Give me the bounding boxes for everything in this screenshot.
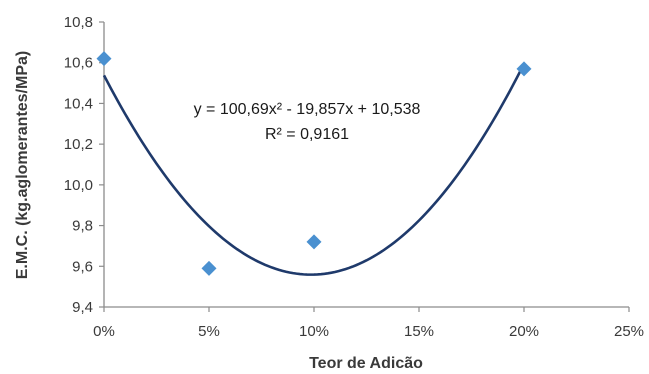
data-points [96, 51, 532, 276]
data-point [96, 51, 112, 67]
x-axis-title: Teor de Adicão [309, 355, 423, 372]
x-tick-label: 15% [404, 323, 434, 340]
y-tick-label: 9,4 [72, 299, 93, 316]
y-tick-label: 10,4 [64, 95, 93, 112]
x-axis-ticks: 0% 5% 10% 15% 20% 25% [93, 307, 644, 340]
y-tick-label: 10,2 [64, 136, 93, 153]
y-tick-label: 9,6 [72, 258, 93, 275]
y-axis-title: E.M.C. (kg.aglomerantes/MPa) [14, 51, 31, 280]
x-tick-label: 5% [198, 323, 220, 340]
y-axis-ticks: 9,4 9,6 9,8 10,0 10,2 10,4 10,6 10,8 [64, 14, 104, 316]
trendline [102, 63, 526, 276]
y-tick-label: 10,8 [64, 14, 93, 31]
x-tick-label: 25% [614, 323, 644, 340]
y-tick-label: 9,8 [72, 218, 93, 235]
y-tick-label: 10,0 [64, 177, 93, 194]
data-point [516, 61, 532, 77]
trendline-curve [102, 63, 526, 276]
x-tick-label: 10% [299, 323, 329, 340]
trendline-equation: y = 100,69x² - 19,857x + 10,538 [194, 101, 421, 118]
data-point [201, 260, 217, 276]
y-tick-label: 10,6 [64, 55, 93, 72]
x-tick-label: 0% [93, 323, 115, 340]
r-squared-label: R² = 0,9161 [265, 126, 349, 143]
x-tick-label: 20% [509, 323, 539, 340]
axes [103, 22, 629, 308]
data-point [306, 234, 322, 250]
